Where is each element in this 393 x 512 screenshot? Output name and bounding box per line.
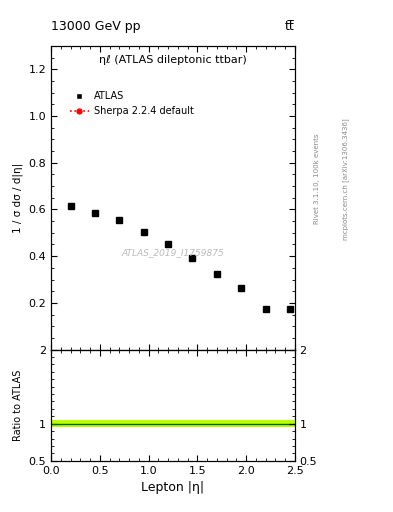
Text: mcplots.cern.ch [arXiv:1306.3436]: mcplots.cern.ch [arXiv:1306.3436] (342, 118, 349, 240)
Text: ηℓ (ATLAS dileptonic ttbar): ηℓ (ATLAS dileptonic ttbar) (99, 55, 247, 65)
Text: 13000 GeV pp: 13000 GeV pp (51, 20, 141, 33)
Legend: ATLAS, Sherpa 2.2.4 default: ATLAS, Sherpa 2.2.4 default (66, 88, 198, 120)
Text: ATLAS_2019_I1759875: ATLAS_2019_I1759875 (121, 248, 224, 257)
Text: tt̅: tt̅ (285, 20, 295, 33)
Bar (51, 420, 295, 428)
Y-axis label: Ratio to ATLAS: Ratio to ATLAS (13, 370, 23, 441)
X-axis label: Lepton |η|: Lepton |η| (141, 481, 204, 494)
Text: Rivet 3.1.10, 100k events: Rivet 3.1.10, 100k events (314, 134, 320, 224)
Y-axis label: 1 / σ dσ / d|η|: 1 / σ dσ / d|η| (13, 163, 23, 233)
